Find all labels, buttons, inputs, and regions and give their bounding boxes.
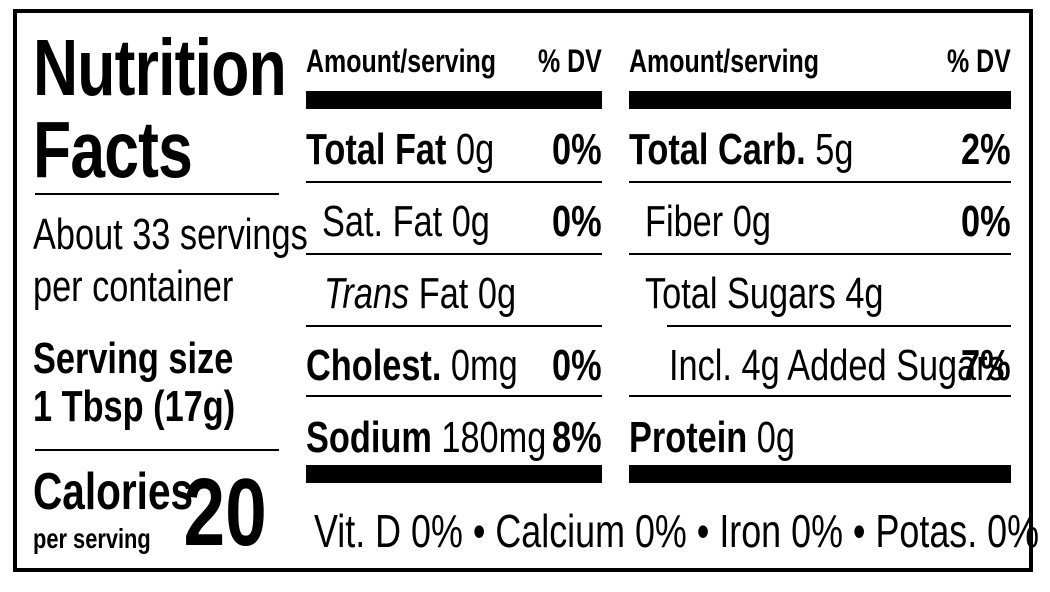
row-divider [629, 181, 1011, 183]
nutrient-row: Trans Fat 0g [306, 257, 602, 327]
header-dv-text: % DV [538, 43, 602, 79]
nutrient-name: Fiber 0g [645, 197, 806, 247]
calories-label: Calories [33, 465, 238, 519]
nutrient-dv-text: 0% [552, 341, 602, 390]
nutrient-amount: 0mg [450, 341, 518, 390]
nutrient-amount: 4g [845, 269, 884, 318]
header-amount-text: Amount/serving [629, 43, 819, 79]
nutrient-label: Total Carb. [629, 125, 806, 174]
row-divider [667, 325, 1011, 327]
nutrient-amount: 180mg [441, 413, 547, 462]
nutrient-label: Sodium [306, 413, 432, 462]
nutrient-dv-text: 7% [961, 341, 1011, 390]
nutrient-row: Incl. 4g Added Sugars 7% [629, 329, 1011, 399]
per-serving-text: per serving [33, 523, 151, 554]
header-amount-text: Amount/serving [306, 43, 496, 79]
servings-line-2: per container [33, 262, 234, 311]
nutrient-row: Total Fat 0g 0% [306, 113, 602, 183]
nutrient-name: Total Fat 0g [306, 125, 547, 175]
nutrient-row: Protein 0g [629, 401, 1011, 471]
row-divider [629, 253, 1011, 255]
nutrient-label: Total Sugars [645, 269, 836, 318]
nutrient-row: Cholest. 0mg 0% [306, 329, 602, 399]
row-divider [629, 395, 1011, 397]
nutrient-dv-text: 0% [552, 197, 602, 246]
thick-rule [629, 465, 1011, 483]
serving-size-label: Serving size [33, 334, 234, 383]
nutrient-amount: 0g [756, 413, 795, 462]
divider [35, 449, 279, 451]
nutrient-label: Incl. 4g Added Sugars [669, 341, 1005, 390]
nutrient-amount: 0g [477, 269, 517, 318]
nutrient-dv-text: 8% [552, 413, 602, 462]
nutrient-name: Protein 0g [629, 413, 842, 463]
nutrient-dv: 0% [538, 125, 602, 175]
nutrient-row: Sat. Fat 0g 0% [306, 185, 602, 255]
nutrient-dv: 7% [947, 341, 1011, 391]
nutrient-row: Total Carb. 5g 2% [629, 113, 1011, 183]
header-amount: Amount/serving [306, 41, 550, 81]
serving-size: Serving size 1 Tbsp (17g) [33, 335, 292, 431]
nutrient-label: Sat. Fat [322, 197, 443, 246]
servings-line-1: About 33 servings [33, 210, 308, 259]
nutrient-label: Protein [629, 413, 748, 462]
nutrient-label: Cholest. [306, 341, 442, 390]
nutrient-name: Total Carb. 5g [629, 125, 917, 175]
nutrient-row: Fiber 0g 0% [629, 185, 1011, 255]
row-divider [306, 395, 602, 397]
nutrient-label-italic: Trans [324, 269, 410, 318]
nutrient-name: Trans Fat 0g [324, 269, 570, 319]
nutrient-amount: 0g [732, 197, 771, 246]
footer-text: Vit. D 0% • Calcium 0% • Iron 0% • Potas… [314, 505, 1040, 557]
nutrient-amount: 5g [815, 125, 854, 174]
row-divider [306, 325, 602, 327]
nutrient-name: Sodium 180mg [306, 413, 614, 463]
nutrient-dv-text: 2% [961, 125, 1011, 174]
nutrient-name: Sat. Fat 0g [322, 197, 537, 247]
thick-rule [629, 91, 1011, 109]
servings-per-container: About 33 servings per container [33, 209, 385, 313]
header-dv: % DV [929, 41, 1011, 81]
calories-per-serving: per serving [33, 523, 184, 555]
nutrient-label: Total Fat [306, 125, 447, 174]
label-title: Nutrition Facts [33, 27, 357, 191]
divider [35, 193, 279, 195]
calories-value: 20 [160, 463, 267, 563]
nutrient-label: Fiber [645, 197, 724, 246]
calories-value-text: 20 [183, 459, 267, 566]
nutrient-name: Incl. 4g Added Sugars [669, 341, 1050, 391]
nutrient-row: Sodium 180mg 8% [306, 401, 602, 471]
nutrient-amount: 0g [455, 125, 495, 174]
header-amount: Amount/serving [629, 41, 873, 81]
serving-size-value: 1 Tbsp (17g) [33, 382, 236, 431]
nutrient-dv: 0% [538, 341, 602, 391]
calories-label-text: Calories [33, 463, 194, 521]
nutrient-dv: 2% [947, 125, 1011, 175]
header-dv: % DV [520, 41, 602, 81]
header-dv-text: % DV [947, 43, 1011, 79]
nutrient-dv: 0% [947, 197, 1011, 247]
nutrient-dv: 8% [538, 413, 602, 463]
nutrient-dv: 0% [538, 197, 602, 247]
thick-rule [306, 91, 602, 109]
thick-rule [306, 465, 602, 483]
title-line-2: Facts [33, 105, 193, 194]
nutrient-row: Total Sugars 4g [629, 257, 1011, 327]
nutrient-name: Cholest. 0mg [306, 341, 577, 391]
nutrient-dv-text: 0% [961, 197, 1011, 246]
row-divider [306, 253, 602, 255]
title-line-1: Nutrition [33, 23, 287, 112]
nutrition-facts-label: Nutrition Facts About 33 servings per co… [13, 9, 1039, 572]
nutrient-dv-text: 0% [552, 125, 602, 174]
nutrient-amount: 0g [451, 197, 490, 246]
row-divider [306, 181, 602, 183]
vitamins-minerals-footer: Vit. D 0% • Calcium 0% • Iron 0% • Potas… [314, 503, 1050, 559]
nutrient-name: Total Sugars 4g [645, 269, 951, 319]
nutrient-label: Fat [418, 269, 469, 318]
